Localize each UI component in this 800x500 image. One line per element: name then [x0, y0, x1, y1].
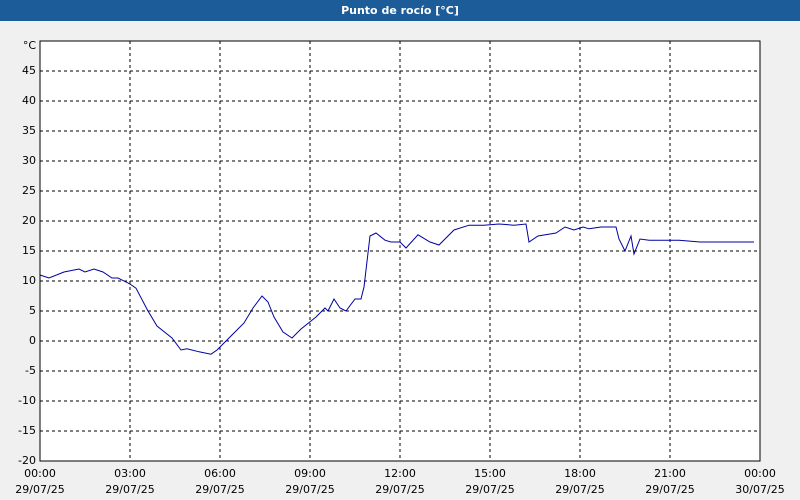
x-tick-label: 15:00 [474, 467, 506, 480]
x-tick-date: 29/07/25 [555, 483, 604, 496]
x-tick-label: 06:00 [204, 467, 236, 480]
y-tick-label: 10 [22, 274, 36, 287]
y-tick-label: 30 [22, 154, 36, 167]
x-tick-date: 29/07/25 [645, 483, 694, 496]
x-tick-date: 29/07/25 [105, 483, 154, 496]
x-tick-label: 21:00 [654, 467, 686, 480]
y-tick-label: 40 [22, 94, 36, 107]
x-tick-label: 03:00 [114, 467, 146, 480]
x-tick-date: 29/07/25 [465, 483, 514, 496]
y-tick-label: -15 [18, 424, 36, 437]
x-tick-label: 00:00 [24, 467, 56, 480]
x-tick-label: 18:00 [564, 467, 596, 480]
chart-title: Punto de rocío [°C] [341, 4, 459, 17]
x-tick-date: 29/07/25 [375, 483, 424, 496]
y-axis-unit: °C [23, 39, 37, 52]
y-tick-label: 20 [22, 214, 36, 227]
y-tick-label: 45 [22, 64, 36, 77]
plot-border [39, 40, 761, 462]
y-tick-label: -5 [25, 364, 36, 377]
x-tick-label: 12:00 [384, 467, 416, 480]
y-tick-label: 0 [29, 334, 36, 347]
title-bar [0, 0, 800, 21]
x-tick-date: 29/07/25 [285, 483, 334, 496]
y-tick-label: 15 [22, 244, 36, 257]
y-tick-label: 25 [22, 184, 36, 197]
y-tick-label: 5 [29, 304, 36, 317]
x-tick-date: 29/07/25 [15, 483, 64, 496]
x-tick-label: 00:00 [744, 467, 776, 480]
y-tick-label: -10 [18, 394, 36, 407]
y-tick-label: -20 [18, 454, 36, 467]
y-tick-label: 35 [22, 124, 36, 137]
x-tick-date: 29/07/25 [195, 483, 244, 496]
data-line [39, 223, 754, 355]
x-tick-date: 30/07/25 [735, 483, 784, 496]
x-tick-label: 09:00 [294, 467, 326, 480]
